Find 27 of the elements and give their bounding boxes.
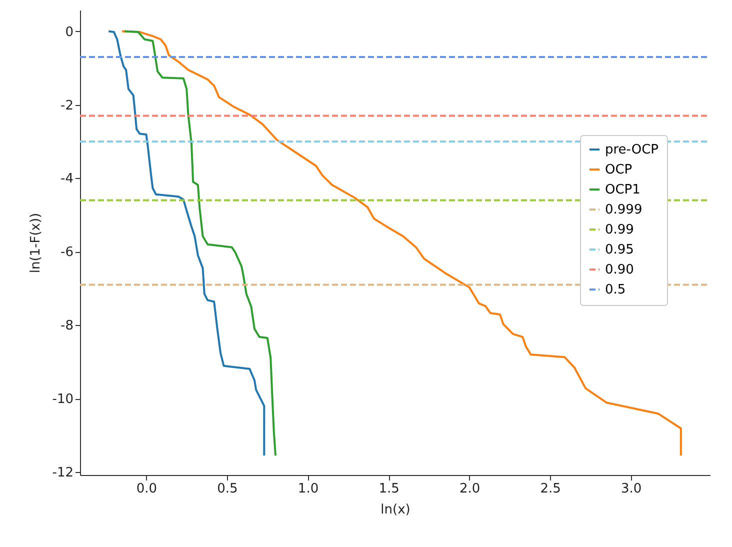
y-tick-label: -6	[60, 245, 74, 260]
y-tick-label: -4	[60, 172, 74, 187]
x-tick-label: 0.0	[136, 482, 158, 496]
x-tick-label: 1.5	[378, 482, 400, 496]
x-tick-label: 0.5	[217, 482, 238, 496]
x-tick-label: 3.0	[621, 482, 642, 496]
line-series	[108, 30, 266, 457]
y-tick-label: -2	[60, 98, 74, 114]
line-series	[124, 30, 276, 457]
legend-label: 0.99	[605, 222, 634, 238]
y-tick-label: 0	[65, 24, 74, 40]
x-tick-label: 1.0	[298, 482, 319, 496]
x-tick-label: 2.5	[540, 482, 561, 496]
y-axis-title: ln(1-F(x))	[28, 212, 44, 274]
legend-label: 0.5	[605, 282, 626, 298]
x-axis-title: ln(x)	[380, 502, 410, 518]
legend-label: OCP	[605, 162, 632, 178]
line-series	[121, 30, 682, 457]
y-tick-label: -12	[52, 466, 74, 481]
legend-label: pre-OCP	[605, 142, 659, 158]
legend-label: OCP1	[605, 182, 640, 198]
y-tick-label: -10	[52, 392, 74, 408]
y-tick-label: -8	[60, 318, 74, 334]
x-tick-label: 2.0	[459, 482, 480, 496]
legend-label: 0.90	[605, 262, 634, 278]
legend-label: 0.95	[605, 242, 634, 258]
legend-label: 0.999	[605, 202, 642, 218]
